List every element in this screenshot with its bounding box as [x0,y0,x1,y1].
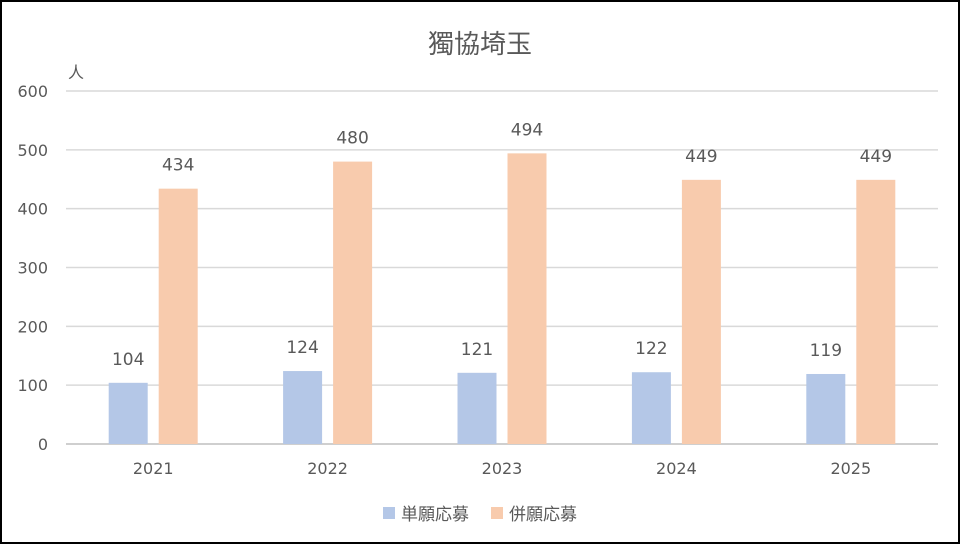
bar [283,371,323,444]
y-tick-label: 600 [17,82,48,101]
chart-legend: 単願応募 併願応募 [2,500,958,525]
data-label: 124 [286,338,318,358]
bar [681,179,721,445]
x-tick-label: 2023 [482,459,523,478]
legend-label-series-2: 併願応募 [509,505,577,525]
data-label: 449 [860,147,892,167]
data-label: 121 [461,340,493,360]
legend-item-series-2: 併願応募 [491,500,577,525]
bar [806,373,846,444]
data-label: 104 [112,350,144,370]
y-tick-label: 0 [38,435,48,454]
x-tick-label: 2025 [830,459,871,478]
bar [333,161,373,444]
bar [108,382,148,444]
x-tick-label: 2021 [133,459,174,478]
data-label: 449 [685,147,717,167]
y-tick-label: 200 [17,317,48,336]
x-tick-label: 2022 [307,459,348,478]
legend-label-series-1: 単願応募 [401,505,469,525]
x-tick-label: 2024 [656,459,697,478]
legend-item-series-1: 単願応募 [383,500,469,525]
bar [507,153,547,444]
bar [856,179,896,445]
data-label: 119 [810,341,842,361]
y-tick-label: 400 [17,200,48,219]
y-tick-label: 300 [17,259,48,278]
data-label: 434 [162,156,194,176]
bar [158,188,198,444]
y-tick-label: 100 [17,376,48,395]
data-label: 480 [336,129,368,149]
chart-title: 獨協埼玉 [427,30,532,60]
legend-swatch-series-1 [383,506,395,519]
legend-swatch-series-2 [491,506,503,519]
bar [631,372,671,444]
data-label: 494 [511,120,543,140]
y-axis-label: 人 [68,63,84,82]
data-label: 122 [635,339,667,359]
y-tick-label: 500 [17,141,48,160]
bar [457,372,497,444]
